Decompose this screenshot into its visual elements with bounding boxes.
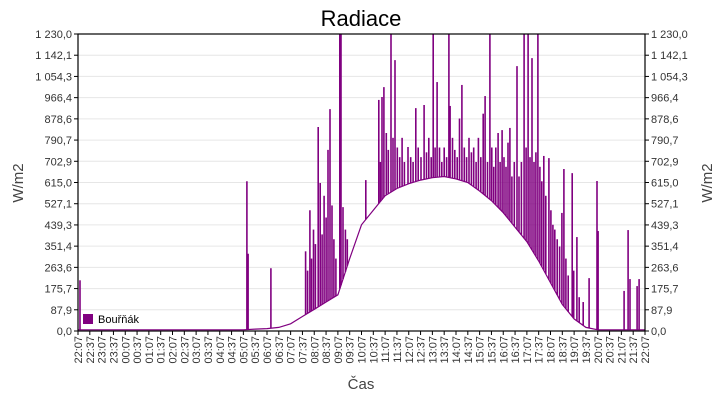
chart-title: Radiace bbox=[321, 6, 402, 31]
x-tick-label: 13:07 bbox=[427, 336, 439, 364]
x-tick-label: 23:37 bbox=[108, 336, 120, 364]
y-tick-label: 87,9 bbox=[651, 305, 672, 317]
series-bourak bbox=[78, 34, 645, 331]
x-tick-label: 19:37 bbox=[581, 336, 593, 364]
x-tick-label: 01:07 bbox=[144, 336, 156, 364]
y-tick-label: 1 054,3 bbox=[35, 71, 72, 83]
x-tick-label: 20:07 bbox=[593, 336, 605, 364]
y-axis-right: 0,0 87,9 175,7 263,6 351,4 439,3 527,1 615,0 702… bbox=[645, 29, 688, 338]
y-axis-label-left: W/m2 bbox=[10, 163, 27, 202]
y-tick-label: 878,6 bbox=[44, 114, 72, 126]
x-axis: 22:07 22:37 23:07 23:37 00:07 00:37 01:07 01:37… bbox=[73, 331, 652, 364]
x-tick-label: 16:37 bbox=[510, 336, 522, 364]
x-tick-label: 01:37 bbox=[156, 336, 168, 364]
legend: Bouřňák bbox=[83, 314, 139, 326]
y-tick-label: 615,0 bbox=[44, 178, 72, 190]
x-tick-label: 04:37 bbox=[227, 336, 239, 364]
x-tick-label: 04:07 bbox=[215, 336, 227, 364]
y-tick-label: 615,0 bbox=[651, 178, 679, 190]
x-tick-label: 08:07 bbox=[309, 336, 321, 364]
y-tick-label: 0,0 bbox=[57, 326, 72, 338]
y-tick-label: 790,7 bbox=[651, 135, 679, 147]
y-tick-label: 1 142,1 bbox=[651, 50, 688, 62]
y-tick-label: 702,9 bbox=[44, 156, 72, 168]
y-axis-left: 0,0 87,9 175,7 263,6 351,4 439,3 527,1 615,0 702… bbox=[35, 29, 78, 338]
y-tick-label: 263,6 bbox=[44, 262, 72, 274]
legend-swatch bbox=[83, 314, 93, 324]
x-tick-label: 02:37 bbox=[179, 336, 191, 364]
y-axis-label-right: W/m2 bbox=[699, 163, 716, 202]
y-tick-label: 878,6 bbox=[651, 114, 679, 126]
y-tick-label: 966,4 bbox=[44, 93, 72, 105]
x-tick-label: 13:37 bbox=[439, 336, 451, 364]
y-tick-label: 0,0 bbox=[651, 326, 666, 338]
x-tick-label: 07:07 bbox=[286, 336, 298, 364]
y-tick-label: 351,4 bbox=[44, 241, 72, 253]
y-tick-label: 702,9 bbox=[651, 156, 679, 168]
x-tick-label: 08:37 bbox=[321, 336, 333, 364]
x-tick-label: 18:37 bbox=[557, 336, 569, 364]
x-tick-label: 09:07 bbox=[333, 336, 345, 364]
x-tick-label: 17:37 bbox=[534, 336, 546, 364]
x-tick-label: 16:07 bbox=[498, 336, 510, 364]
x-tick-label: 14:07 bbox=[451, 336, 463, 364]
x-tick-label: 23:07 bbox=[97, 336, 109, 364]
y-tick-label: 1 142,1 bbox=[35, 50, 72, 62]
y-tick-label: 790,7 bbox=[44, 135, 72, 147]
x-tick-label: 02:07 bbox=[168, 336, 180, 364]
x-tick-label: 06:37 bbox=[274, 336, 286, 364]
y-tick-label: 527,1 bbox=[651, 199, 679, 211]
x-tick-label: 22:07 bbox=[640, 336, 652, 364]
x-tick-label: 07:37 bbox=[297, 336, 309, 364]
y-tick-label: 1 230,0 bbox=[35, 29, 72, 41]
x-tick-label: 11:07 bbox=[380, 336, 392, 363]
x-tick-label: 22:37 bbox=[85, 336, 97, 364]
x-tick-label: 03:37 bbox=[203, 336, 215, 364]
x-tick-label: 22:07 bbox=[73, 336, 85, 364]
y-tick-label: 527,1 bbox=[44, 199, 72, 211]
x-tick-label: 12:07 bbox=[404, 336, 416, 364]
y-tick-label: 1 230,0 bbox=[651, 29, 688, 41]
y-tick-label: 175,7 bbox=[44, 284, 72, 296]
x-tick-label: 11:37 bbox=[392, 336, 404, 363]
y-tick-label: 439,3 bbox=[651, 220, 679, 232]
x-tick-label: 12:37 bbox=[416, 336, 428, 364]
x-axis-label: Čas bbox=[348, 376, 375, 393]
y-tick-label: 351,4 bbox=[651, 241, 679, 253]
legend-label: Bouřňák bbox=[98, 314, 139, 326]
x-tick-label: 21:07 bbox=[616, 336, 628, 364]
y-tick-label: 175,7 bbox=[651, 284, 679, 296]
x-tick-label: 09:37 bbox=[345, 336, 357, 364]
x-tick-label: 15:07 bbox=[475, 336, 487, 364]
x-tick-label: 15:37 bbox=[486, 336, 498, 364]
y-tick-label: 87,9 bbox=[51, 305, 72, 317]
x-tick-label: 05:07 bbox=[238, 336, 250, 364]
x-tick-label: 10:37 bbox=[368, 336, 380, 364]
x-tick-label: 17:07 bbox=[522, 336, 534, 364]
x-tick-label: 21:37 bbox=[628, 336, 640, 364]
y-tick-label: 1 054,3 bbox=[651, 71, 688, 83]
y-tick-label: 263,6 bbox=[651, 262, 679, 274]
x-tick-label: 10:07 bbox=[357, 336, 369, 364]
x-tick-label: 14:37 bbox=[463, 336, 475, 364]
x-tick-label: 00:07 bbox=[120, 336, 132, 364]
y-tick-label: 966,4 bbox=[651, 93, 679, 105]
y-tick-label: 439,3 bbox=[44, 220, 72, 232]
x-tick-label: 00:37 bbox=[132, 336, 144, 364]
x-tick-label: 05:37 bbox=[250, 336, 262, 364]
x-tick-label: 19:07 bbox=[569, 336, 581, 364]
x-tick-label: 20:37 bbox=[605, 336, 617, 364]
x-tick-label: 18:07 bbox=[546, 336, 558, 364]
x-tick-label: 03:07 bbox=[191, 336, 203, 364]
x-tick-label: 06:07 bbox=[262, 336, 274, 364]
